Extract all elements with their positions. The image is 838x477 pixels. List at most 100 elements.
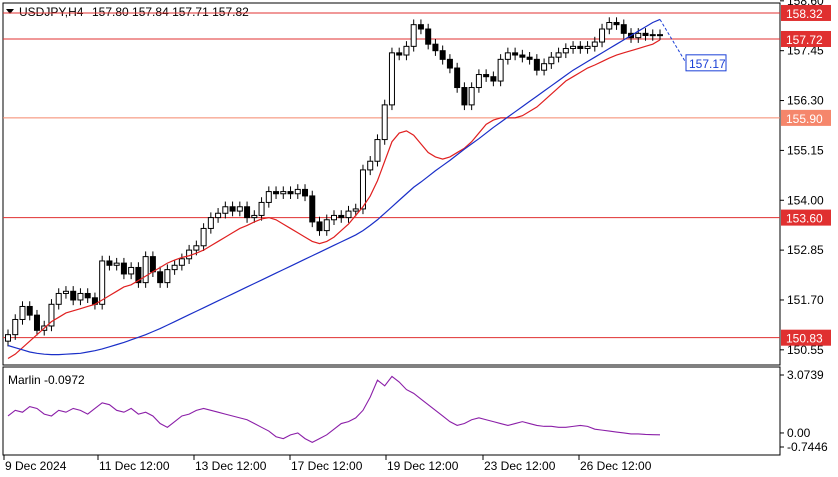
candle-body bbox=[302, 188, 309, 197]
level-price-label: 158.32 bbox=[786, 7, 823, 21]
level-price-tag bbox=[781, 109, 831, 126]
chart-symbol: USDJPY,H4 bbox=[19, 5, 84, 19]
candle-body bbox=[483, 74, 490, 78]
candle-body bbox=[570, 45, 577, 50]
candle-body bbox=[244, 206, 251, 219]
candle-body bbox=[352, 208, 359, 212]
level-price-label: 153.60 bbox=[786, 212, 823, 226]
candle-body bbox=[149, 256, 156, 273]
candle-body bbox=[157, 271, 164, 284]
candle-body bbox=[70, 290, 77, 301]
price-tick-label: 151.70 bbox=[787, 293, 824, 307]
candle-body bbox=[591, 41, 598, 47]
candle-body bbox=[5, 334, 11, 342]
candle-body bbox=[19, 305, 26, 320]
candle-body bbox=[374, 139, 381, 162]
price-tick-label: 156.30 bbox=[787, 94, 824, 108]
level-price-label: 157.72 bbox=[786, 33, 823, 47]
candle-body bbox=[359, 169, 366, 210]
indicator-tick-label: 0.00 bbox=[787, 426, 811, 440]
candle-body bbox=[512, 52, 519, 56]
candle-body bbox=[265, 191, 272, 203]
indicator-label: Marlin -0.0972 bbox=[8, 373, 85, 387]
candle-body bbox=[309, 195, 316, 223]
candle-body bbox=[178, 258, 185, 266]
candle-body bbox=[642, 32, 649, 37]
candle-body bbox=[432, 43, 439, 52]
candle-body bbox=[504, 52, 511, 60]
candle-body bbox=[606, 22, 613, 30]
candle-body bbox=[128, 266, 135, 275]
price-tick-label: 157.45 bbox=[787, 44, 824, 58]
candle-body bbox=[171, 264, 178, 271]
candle-body bbox=[222, 206, 229, 214]
candle-body bbox=[331, 214, 337, 221]
candle-body bbox=[562, 48, 569, 54]
candle-body bbox=[541, 63, 548, 71]
marlin-line bbox=[7, 375, 661, 444]
indicator-panel-frame bbox=[2, 366, 781, 456]
ma-blue-line bbox=[7, 18, 661, 356]
ma-label-connector bbox=[659, 19, 687, 64]
candle-body bbox=[577, 45, 584, 50]
candle-body bbox=[620, 24, 627, 34]
candle-body bbox=[367, 160, 374, 171]
candle-body bbox=[48, 303, 55, 327]
candle-body bbox=[461, 87, 468, 106]
candle-body bbox=[229, 206, 236, 212]
candle-body bbox=[497, 58, 504, 82]
candle-body bbox=[345, 210, 352, 219]
price-tick-label: 152.85 bbox=[787, 243, 824, 257]
indicator-tick-label: 3.0739 bbox=[787, 368, 824, 382]
level-price-tag bbox=[781, 329, 831, 346]
price-tick-label: 154.00 bbox=[787, 193, 824, 207]
candle-body bbox=[657, 34, 663, 37]
candle-body bbox=[215, 212, 222, 219]
candle-body bbox=[236, 206, 243, 212]
candle-body bbox=[280, 191, 287, 195]
candle-body bbox=[599, 28, 606, 43]
collapse-arrow-icon[interactable] bbox=[6, 9, 14, 14]
price-tick-label: 155.15 bbox=[787, 143, 824, 157]
candle-body bbox=[403, 45, 410, 56]
level-price-label: 150.83 bbox=[786, 332, 823, 346]
level-price-tag bbox=[781, 4, 831, 21]
candle-body bbox=[475, 74, 482, 89]
candle-body bbox=[12, 318, 19, 336]
candle-body bbox=[106, 260, 113, 266]
time-tick-label: 9 Dec 2024 bbox=[5, 459, 67, 473]
candle-body bbox=[62, 290, 69, 294]
time-tick-label: 26 Dec 12:00 bbox=[580, 459, 652, 473]
candle-body bbox=[468, 87, 475, 106]
candle-body bbox=[294, 188, 301, 195]
candle-body bbox=[135, 266, 142, 284]
ma-value-box bbox=[685, 54, 727, 72]
candle-body bbox=[425, 28, 432, 45]
chart-ohlc: 157.80 157.84 157.71 157.82 bbox=[92, 5, 249, 19]
time-tick-label: 19 Dec 12:00 bbox=[387, 459, 459, 473]
candle-body bbox=[164, 269, 171, 284]
candle-body bbox=[454, 67, 461, 89]
candle-body bbox=[77, 292, 84, 301]
candle-body bbox=[323, 219, 330, 232]
time-tick-label: 23 Dec 12:00 bbox=[484, 459, 556, 473]
ma-value-label: 157.17 bbox=[689, 57, 726, 71]
candle-body bbox=[113, 262, 120, 266]
time-tick-label: 17 Dec 12:00 bbox=[291, 459, 363, 473]
candle-body bbox=[142, 256, 149, 284]
candle-body bbox=[193, 245, 200, 251]
candle-body bbox=[55, 292, 62, 305]
candle-body bbox=[388, 52, 395, 106]
candle-body bbox=[439, 50, 446, 60]
candle-body bbox=[526, 56, 533, 60]
candle-body bbox=[381, 104, 388, 141]
candle-body bbox=[251, 214, 258, 219]
candle-body bbox=[417, 24, 424, 30]
candle-body bbox=[338, 214, 345, 219]
candle-body bbox=[258, 201, 265, 216]
candle-body bbox=[519, 54, 526, 58]
level-price-label: 155.90 bbox=[786, 112, 823, 126]
price-tick-label: 150.55 bbox=[787, 343, 824, 357]
